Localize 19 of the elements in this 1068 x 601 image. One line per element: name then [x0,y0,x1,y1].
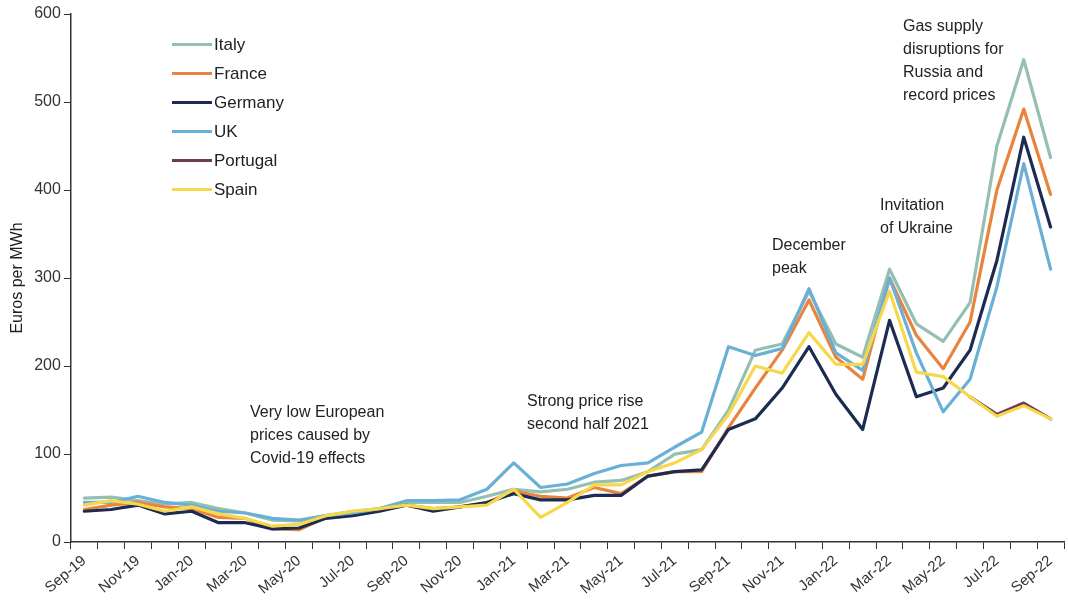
y-tick-label: 400 [34,180,61,198]
legend-label: Portugal [214,150,278,171]
y-tick-label: 100 [34,444,61,462]
legend-label: France [214,63,267,84]
annotation: Invitation of Ukraine [880,195,953,238]
y-axis-title: Euros per MWh [8,222,26,334]
legend-label: Germany [214,92,284,113]
annotation: December peak [772,235,846,278]
y-tick-label: 600 [34,4,61,22]
legend-label: Spain [214,179,258,200]
legend-label: Italy [214,34,246,55]
y-tick-label: 300 [34,268,61,286]
legend-label: UK [214,121,238,142]
annotation: Strong price rise second half 2021 [527,391,649,434]
annotation: Very low European prices caused by Covid-19 effects [250,402,385,468]
annotation: Gas supply disruptions for Russia and record prices [903,16,1004,105]
y-tick-label: 200 [34,356,61,374]
y-tick-label: 0 [51,532,61,550]
y-tick-label: 500 [34,92,61,110]
